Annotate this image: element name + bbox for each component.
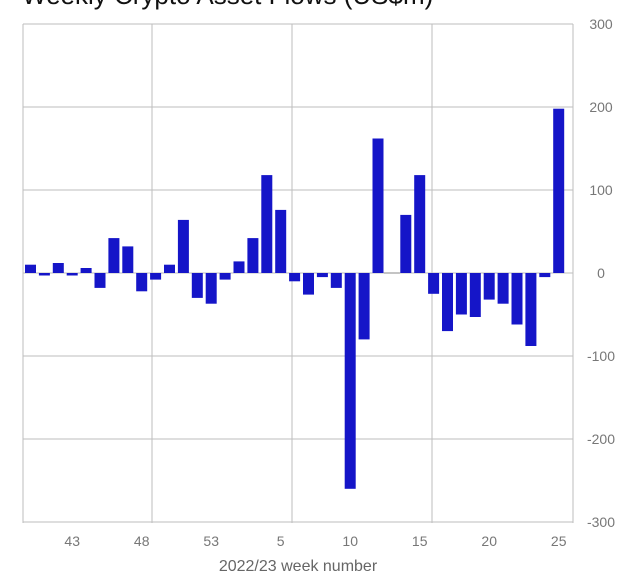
bar [553, 108, 565, 273]
bar [177, 219, 189, 273]
bar [428, 273, 440, 294]
bar [400, 214, 412, 273]
bar [261, 175, 273, 273]
y-tick-label: 100 [589, 182, 613, 198]
x-tick-label: 43 [64, 533, 80, 549]
y-tick-label: -100 [587, 348, 615, 364]
bar [511, 273, 523, 325]
bar [80, 268, 92, 273]
bar [275, 209, 287, 273]
bar [122, 246, 134, 273]
bar [469, 273, 481, 317]
chart-title: Weekly Crypto Asset Flows (US$m) [22, 0, 433, 10]
bar [136, 273, 148, 292]
x-tick-label: 20 [481, 533, 497, 549]
x-tick-label: 48 [134, 533, 150, 549]
y-tick-label: 0 [597, 265, 605, 281]
x-tick-label: 25 [551, 533, 567, 549]
bar [66, 273, 78, 276]
bar [316, 273, 328, 278]
x-tick-label: 5 [277, 533, 285, 549]
bar [483, 273, 495, 300]
bar [108, 238, 120, 273]
y-tick-label: -200 [587, 431, 615, 447]
y-tick-label: 300 [589, 16, 613, 32]
bar [442, 273, 453, 332]
bar [191, 273, 203, 298]
bar [455, 273, 467, 315]
bar [25, 264, 36, 273]
bar [219, 273, 231, 280]
x-axis-label: 2022/23 week number [219, 558, 378, 575]
x-tick-label: 15 [412, 533, 428, 549]
bar [525, 273, 537, 346]
bar [344, 273, 356, 489]
bar [150, 273, 162, 280]
bar [330, 273, 342, 288]
bar [247, 238, 259, 273]
x-tick-label: 53 [203, 533, 219, 549]
bar [414, 175, 426, 273]
bar [372, 138, 384, 273]
y-tick-label: 200 [589, 99, 613, 115]
bar [497, 273, 509, 304]
bar-series [25, 108, 565, 489]
bar [358, 273, 370, 340]
y-tick-label: -300 [587, 514, 615, 530]
bar [233, 261, 245, 273]
bar [94, 273, 106, 288]
bar [38, 273, 50, 276]
bar [52, 263, 64, 273]
bar [205, 273, 217, 304]
x-tick-label: 10 [342, 533, 358, 549]
bar [539, 273, 551, 278]
bar [164, 264, 175, 273]
bar [289, 273, 301, 282]
y-axis-ticks: 300 200 100 0 -100 -200 -300 [587, 16, 615, 530]
bar [303, 273, 314, 295]
x-axis-ticks: 43 48 53 5 10 15 20 25 [64, 533, 566, 549]
